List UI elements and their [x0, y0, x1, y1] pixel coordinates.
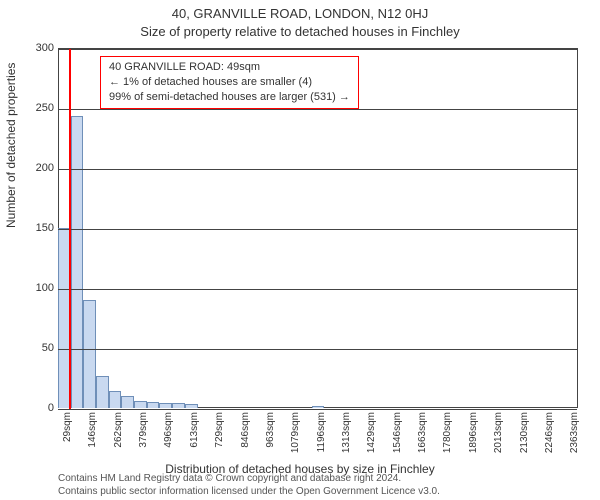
- gridline: [58, 409, 577, 410]
- histogram-bar: [121, 396, 134, 408]
- x-tick-label: 496sqm: [163, 412, 174, 466]
- chart-title-address: 40, GRANVILLE ROAD, LONDON, N12 0HJ: [0, 6, 600, 21]
- x-tick-label: 729sqm: [214, 412, 225, 466]
- histogram-bar: [312, 406, 325, 408]
- gridline: [58, 289, 577, 290]
- x-tick-label: 2130sqm: [519, 412, 530, 466]
- histogram-bar: [185, 404, 198, 408]
- histogram-bar: [96, 376, 109, 408]
- footer-line-2: Contains public sector information licen…: [58, 486, 440, 499]
- y-axis-label: Number of detached properties: [4, 63, 18, 228]
- x-tick-label: 1546sqm: [392, 412, 403, 466]
- y-tick-label: 250: [36, 102, 54, 114]
- y-tick-label: 0: [48, 402, 54, 414]
- x-tick-label: 1313sqm: [341, 412, 352, 466]
- x-tick-label: 29sqm: [62, 412, 73, 466]
- x-tick-label: 1079sqm: [290, 412, 301, 466]
- y-tick-label: 100: [36, 282, 54, 294]
- gridline: [58, 229, 577, 230]
- x-tick-label: 1196sqm: [316, 412, 327, 466]
- y-tick-label: 200: [36, 162, 54, 174]
- gridline: [58, 109, 577, 110]
- histogram-bar: [71, 116, 84, 408]
- footer-line-1: Contains HM Land Registry data © Crown c…: [58, 473, 440, 486]
- y-tick-label: 300: [36, 42, 54, 54]
- x-tick-label: 963sqm: [265, 412, 276, 466]
- histogram-bar: [159, 403, 172, 408]
- x-tick-label: 2246sqm: [544, 412, 555, 466]
- x-tick-label: 2013sqm: [493, 412, 504, 466]
- info-line-larger: 99% of semi-detached houses are larger (…: [109, 90, 350, 105]
- subject-property-marker: [69, 49, 71, 409]
- x-tick-label: 379sqm: [138, 412, 149, 466]
- info-line-smaller: ← 1% of detached houses are smaller (4): [109, 75, 350, 90]
- footer-attribution: Contains HM Land Registry data © Crown c…: [58, 473, 440, 498]
- x-tick-label: 1663sqm: [417, 412, 428, 466]
- x-tick-label: 846sqm: [240, 412, 251, 466]
- x-tick-label: 2363sqm: [569, 412, 580, 466]
- histogram-bar: [172, 403, 185, 408]
- gridline: [58, 349, 577, 350]
- x-tick-label: 1780sqm: [442, 412, 453, 466]
- property-size-histogram: 40, GRANVILLE ROAD, LONDON, N12 0HJ Size…: [0, 0, 600, 500]
- histogram-bar: [83, 300, 96, 408]
- y-tick-label: 50: [42, 342, 54, 354]
- histogram-bar: [109, 391, 122, 408]
- histogram-bar: [134, 401, 147, 408]
- x-tick-label: 1429sqm: [366, 412, 377, 466]
- gridline: [58, 169, 577, 170]
- x-tick-label: 262sqm: [113, 412, 124, 466]
- chart-subtitle: Size of property relative to detached ho…: [0, 24, 600, 39]
- histogram-bar: [147, 402, 160, 408]
- x-tick-label: 1896sqm: [468, 412, 479, 466]
- info-line-size: 40 GRANVILLE ROAD: 49sqm: [109, 60, 350, 75]
- gridline: [58, 49, 577, 50]
- x-tick-label: 613sqm: [189, 412, 200, 466]
- x-tick-label: 146sqm: [87, 412, 98, 466]
- info-callout-box: 40 GRANVILLE ROAD: 49sqm ← 1% of detache…: [100, 56, 359, 109]
- y-tick-label: 150: [36, 222, 54, 234]
